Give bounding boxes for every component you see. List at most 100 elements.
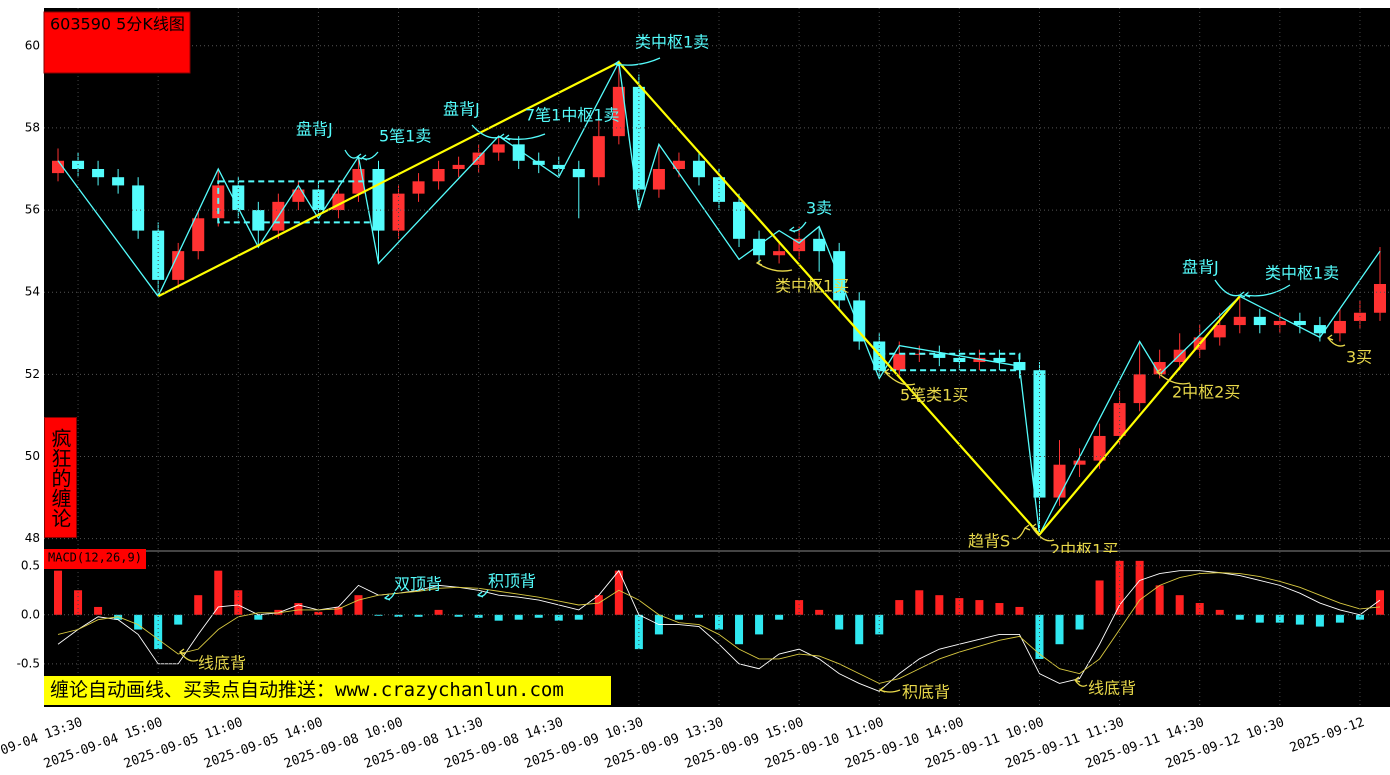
macd-bar [234, 590, 243, 615]
annotation-arrow [1074, 676, 1088, 687]
candle-body [692, 160, 705, 178]
annotation-arrow [1011, 524, 1031, 540]
macd-bar [454, 614, 463, 617]
y-tick-label: 52 [25, 367, 40, 381]
candle-body [412, 181, 425, 194]
candle-body [1113, 403, 1126, 436]
annotation-arrow [755, 259, 793, 272]
annotation-arrow [476, 589, 489, 598]
macd-bar [1095, 580, 1104, 615]
macd-bar [935, 595, 944, 615]
macd-bar [1075, 614, 1084, 630]
macd-bar [354, 595, 363, 615]
candle-body [312, 189, 325, 211]
candle-body [432, 168, 445, 182]
macd-bar [1255, 614, 1264, 623]
stroke-line [57, 60, 1381, 537]
macd-bar [1295, 614, 1304, 625]
candle-body [1053, 464, 1066, 498]
annotation: 5笔1卖 [379, 127, 431, 146]
candle-body [232, 185, 245, 211]
candle-body [1213, 325, 1226, 338]
y-tick-label: 58 [25, 120, 40, 134]
macd-bar [394, 614, 403, 617]
macd-bar [1015, 606, 1024, 615]
macd-line [57, 572, 1381, 684]
macd-bar [815, 609, 824, 615]
annotation-arrow [179, 648, 199, 662]
macd-bar [614, 570, 623, 615]
macd-bar [1055, 614, 1064, 645]
candle-body [472, 152, 485, 165]
macd-bar [114, 614, 123, 620]
y-tick-label: 0.0 [21, 607, 40, 621]
macd-bar [74, 590, 83, 615]
candle-body [552, 164, 565, 169]
annotation: 类中枢1买 [775, 277, 849, 296]
annotation-arrow [503, 133, 546, 141]
annotation: 线底背 [198, 654, 246, 673]
macd-title-box [44, 549, 146, 569]
candle-body [192, 218, 205, 252]
y-tick-label: 50 [25, 449, 40, 463]
macd-bar [694, 614, 703, 618]
macd-bar [1235, 614, 1244, 620]
annotation: 盘背J [443, 100, 480, 119]
y-tick-label: 48 [25, 531, 40, 545]
macd-bar [314, 611, 323, 615]
macd-bar [134, 614, 143, 630]
annotation: 7笔1中枢1卖 [525, 106, 620, 125]
candle-body [372, 168, 385, 231]
macd-bar [1175, 595, 1184, 615]
y-tick-label: 0.5 [21, 558, 40, 572]
candle-body [1313, 325, 1326, 334]
candle-body [893, 353, 906, 371]
annotation: 双顶背 [394, 575, 442, 594]
candle-body [292, 189, 305, 202]
annotation-arrow [878, 686, 901, 693]
annotation-arrow [383, 591, 396, 601]
annotation-arrow [788, 221, 807, 233]
macd-bar [835, 614, 844, 630]
macd-bar [414, 614, 423, 617]
candle-body [973, 357, 986, 363]
candle-body [672, 160, 685, 169]
segment-line [157, 60, 1241, 537]
macd-bar [174, 614, 183, 625]
annotation: 类中枢1卖 [1265, 264, 1339, 283]
candle-body [953, 357, 966, 363]
candle-body [993, 357, 1006, 363]
macd-bar [514, 614, 523, 620]
annotation-arrow [1155, 368, 1191, 385]
macd-bar [374, 614, 383, 616]
macd-bar [775, 614, 784, 620]
annotation: 3买 [1346, 348, 1372, 367]
annotation: 盘背J [296, 120, 333, 139]
macd-bar [634, 614, 643, 650]
macd-bar [674, 614, 683, 620]
macd-bar [1315, 614, 1324, 627]
candle-body [252, 210, 265, 231]
macd-bar [194, 595, 203, 615]
candle-body [452, 164, 465, 169]
macd-bar [1375, 590, 1384, 615]
candle-body [712, 177, 726, 202]
macd-bar [494, 614, 503, 621]
macd-bar [795, 600, 804, 615]
y-tick-label: 56 [25, 203, 40, 217]
macd-bar [1355, 614, 1364, 620]
annotation-arrow [1031, 523, 1055, 542]
annotation: 2中枢2买 [1172, 383, 1240, 402]
candle-body [1073, 460, 1086, 465]
candle-body [933, 353, 946, 358]
annotation-arrow [1214, 279, 1246, 298]
candle-body [632, 86, 645, 190]
candle-body [572, 168, 585, 178]
y-tick-label: 54 [25, 285, 40, 299]
candle-body [1293, 320, 1306, 326]
macd-bar [534, 614, 543, 618]
candle-body [773, 251, 786, 256]
macd-title: MACD(12,26,9) [48, 551, 142, 565]
y-tick-label: -0.5 [17, 656, 40, 670]
